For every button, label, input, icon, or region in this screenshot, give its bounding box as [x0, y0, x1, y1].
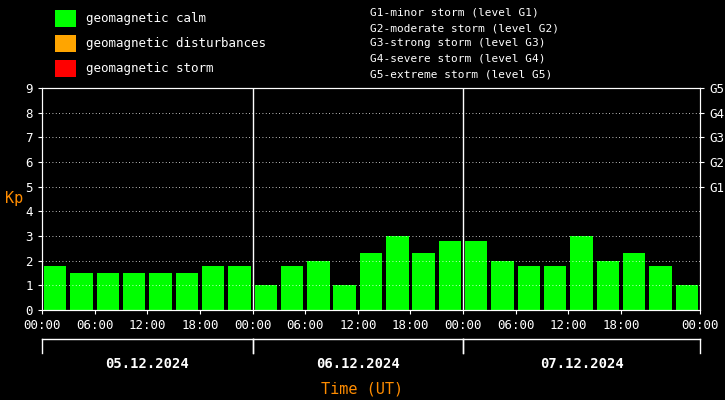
Bar	[307, 261, 330, 310]
Bar	[650, 266, 671, 310]
Y-axis label: Kp: Kp	[5, 192, 23, 206]
Bar	[281, 266, 303, 310]
Bar	[175, 273, 198, 310]
Bar	[439, 241, 461, 310]
Text: 06.12.2024: 06.12.2024	[316, 356, 399, 370]
Bar	[623, 253, 645, 310]
Bar	[676, 285, 698, 310]
Text: G2-moderate storm (level G2): G2-moderate storm (level G2)	[370, 23, 559, 33]
Text: 07.12.2024: 07.12.2024	[539, 356, 624, 370]
Text: G5-extreme storm (level G5): G5-extreme storm (level G5)	[370, 69, 552, 79]
Bar	[518, 266, 540, 310]
Bar	[123, 273, 145, 310]
Text: geomagnetic storm: geomagnetic storm	[86, 62, 213, 75]
Bar	[334, 285, 356, 310]
Bar	[228, 266, 251, 310]
Bar	[44, 266, 67, 310]
Bar	[360, 253, 382, 310]
Bar	[597, 261, 619, 310]
Bar	[202, 266, 224, 310]
Text: G1-minor storm (level G1): G1-minor storm (level G1)	[370, 8, 539, 18]
Text: G4-severe storm (level G4): G4-severe storm (level G4)	[370, 54, 545, 64]
Bar	[413, 253, 435, 310]
Bar	[96, 273, 119, 310]
Text: 05.12.2024: 05.12.2024	[105, 356, 189, 370]
Bar	[254, 285, 277, 310]
Bar	[571, 236, 593, 310]
Bar	[386, 236, 408, 310]
Text: G3-strong storm (level G3): G3-strong storm (level G3)	[370, 38, 545, 48]
Bar	[465, 241, 487, 310]
Bar	[55, 60, 76, 77]
Text: Time (UT): Time (UT)	[321, 381, 404, 396]
Text: geomagnetic calm: geomagnetic calm	[86, 12, 205, 25]
Bar	[149, 273, 172, 310]
Bar	[55, 10, 76, 27]
Text: geomagnetic disturbances: geomagnetic disturbances	[86, 37, 265, 50]
Bar	[55, 35, 76, 52]
Bar	[492, 261, 514, 310]
Bar	[70, 273, 93, 310]
Bar	[544, 266, 566, 310]
